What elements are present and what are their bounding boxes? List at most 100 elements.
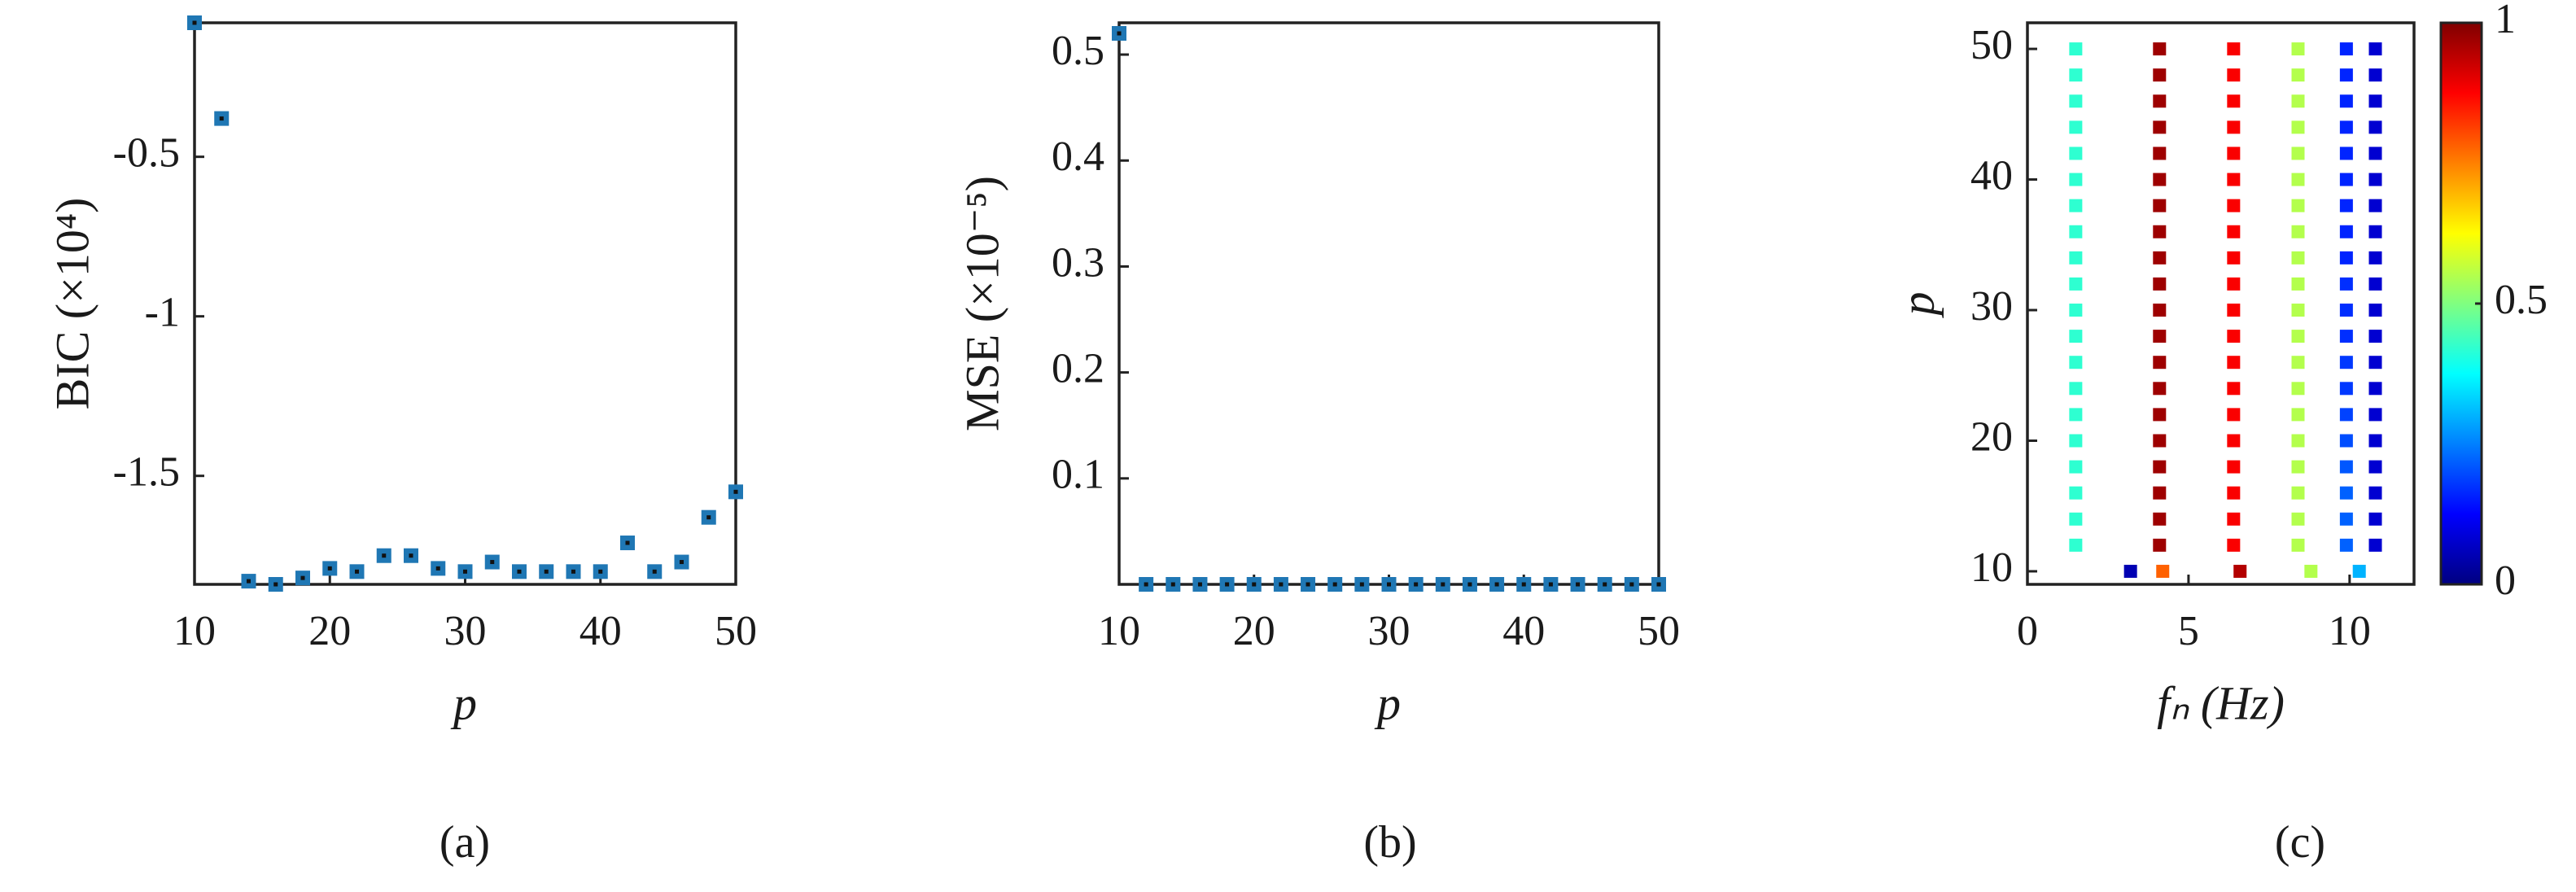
marker <box>2339 304 2353 317</box>
marker <box>2291 330 2305 343</box>
y-axis-label: BIC (×10⁴) <box>46 198 98 410</box>
y-tick-label: 0.1 <box>1052 452 1104 498</box>
x-tick-label: 30 <box>444 608 487 654</box>
marker-dot <box>652 569 657 574</box>
marker <box>2339 251 2353 265</box>
marker-dot <box>382 553 387 558</box>
x-tick-label: 30 <box>1368 608 1410 654</box>
plot-area <box>2027 23 2414 584</box>
marker <box>2069 173 2083 186</box>
x-tick-label: 0 <box>2017 608 2038 654</box>
marker-dot <box>1548 582 1553 587</box>
marker-dot <box>1467 582 1472 587</box>
marker-dot <box>300 575 305 580</box>
marker-dot <box>625 540 630 545</box>
marker <box>2069 304 2083 317</box>
marker <box>2339 277 2353 291</box>
subplot: 0 5 10 10 20 30 40 50 fₙ (Hz) p (c) 0 0.5 1 <box>1891 0 2548 868</box>
colorbar <box>2439 21 2483 586</box>
x-tick-label: 20 <box>308 608 351 654</box>
marker <box>2153 42 2167 56</box>
marker-dot <box>1387 582 1391 587</box>
colorbar-tick-label: 0 <box>2495 558 2516 604</box>
marker <box>2153 330 2167 343</box>
marker <box>2227 173 2241 186</box>
x-axis-label: p <box>450 676 477 729</box>
marker <box>2368 486 2382 500</box>
marker <box>2227 199 2241 212</box>
marker <box>2291 68 2305 82</box>
x-tick-label: 5 <box>2178 608 2199 654</box>
marker <box>2291 277 2305 291</box>
marker <box>2339 94 2353 108</box>
marker-dot <box>1603 582 1607 587</box>
marker-dot <box>1576 582 1581 587</box>
marker <box>2123 564 2137 578</box>
marker <box>2368 120 2382 134</box>
y-tick-label: 50 <box>1970 22 2013 68</box>
marker <box>2291 120 2305 134</box>
y-tick-label: 40 <box>1970 152 2013 199</box>
marker <box>2153 199 2167 212</box>
marker <box>2069 199 2083 212</box>
marker <box>2291 382 2305 396</box>
marker <box>2069 251 2083 265</box>
marker <box>2368 146 2382 160</box>
marker <box>2153 68 2167 82</box>
marker <box>2339 146 2353 160</box>
marker <box>2339 408 2353 422</box>
y-tick-label: 30 <box>1970 283 2013 330</box>
marker <box>2291 434 2305 448</box>
marker <box>2339 486 2353 500</box>
x-tick-label: 40 <box>1502 608 1545 654</box>
marker-dot <box>1252 582 1257 587</box>
marker-dot <box>490 560 495 565</box>
marker <box>2339 68 2353 82</box>
marker-dot <box>571 569 575 574</box>
marker-dot <box>409 553 413 558</box>
marker <box>2227 225 2241 238</box>
marker <box>2227 538 2241 552</box>
marker <box>2227 277 2241 291</box>
y-tick-label: 0.5 <box>1052 28 1104 74</box>
marker-dot <box>1117 31 1122 36</box>
marker <box>2291 94 2305 108</box>
marker <box>2368 434 2382 448</box>
marker <box>2291 486 2305 500</box>
marker <box>2069 277 2083 291</box>
marker <box>2069 538 2083 552</box>
marker <box>2368 304 2382 317</box>
x-axis-label: fₙ (Hz) <box>2157 676 2285 729</box>
marker-dot <box>1279 582 1284 587</box>
marker <box>2291 512 2305 526</box>
marker <box>2153 277 2167 291</box>
caption: (b) <box>1363 817 1416 868</box>
marker <box>2339 42 2353 56</box>
marker-dot <box>219 116 224 121</box>
marker <box>2069 94 2083 108</box>
marker <box>2291 146 2305 160</box>
colorbar-tick-label: 1 <box>2495 0 2516 42</box>
marker <box>2339 356 2353 369</box>
marker <box>2368 330 2382 343</box>
marker-dot <box>1144 582 1148 587</box>
marker <box>2069 42 2083 56</box>
plot-area <box>195 23 736 584</box>
marker-dot <box>1521 582 1526 587</box>
x-tick-label: 10 <box>1098 608 1140 654</box>
marker-dot <box>355 569 359 574</box>
marker <box>2153 304 2167 317</box>
marker <box>2069 330 2083 343</box>
marker <box>2069 408 2083 422</box>
y-tick-label: 0.2 <box>1052 346 1104 392</box>
marker-dot <box>463 569 467 574</box>
colorbar-tick-label: 0.5 <box>2495 277 2548 323</box>
marker <box>2352 564 2366 578</box>
marker <box>2339 225 2353 238</box>
marker-dot <box>680 560 684 565</box>
marker <box>2368 173 2382 186</box>
marker <box>2156 564 2170 578</box>
marker <box>2153 512 2167 526</box>
marker <box>2291 199 2305 212</box>
marker-dot <box>1494 582 1499 587</box>
